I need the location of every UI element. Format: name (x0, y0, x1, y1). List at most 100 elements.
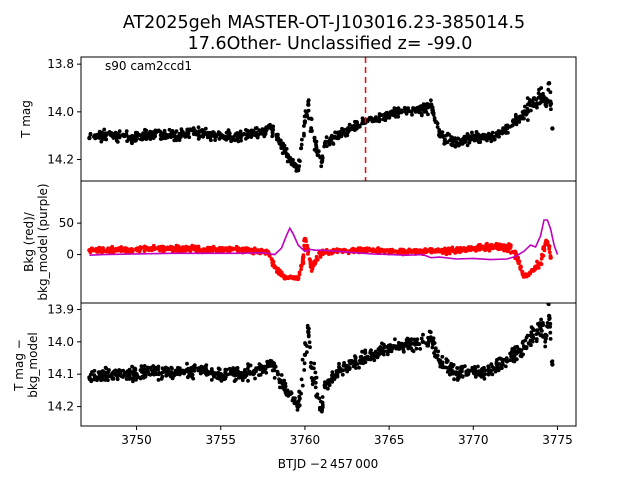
data-point (163, 367, 168, 372)
data-point (297, 390, 302, 394)
data-point (171, 375, 175, 379)
data-point (185, 246, 190, 251)
data-point (344, 366, 349, 370)
data-point (245, 366, 250, 371)
data-point (389, 349, 394, 354)
data-point (204, 248, 209, 253)
data-point (323, 251, 328, 255)
data-point (262, 368, 267, 373)
data-point (229, 139, 234, 144)
data-point (447, 365, 451, 370)
data-point (539, 256, 544, 261)
data-point (323, 139, 328, 144)
data-point (92, 373, 97, 378)
data-point (270, 368, 275, 373)
data-point (135, 247, 140, 252)
data-point (426, 105, 431, 110)
data-point (144, 128, 149, 133)
data-point (213, 135, 218, 140)
data-point (444, 248, 449, 252)
data-point (508, 358, 512, 363)
data-point (233, 368, 237, 373)
data-point (511, 356, 516, 361)
data-point (135, 131, 140, 135)
data-point (98, 373, 102, 378)
data-point (433, 346, 438, 351)
panel-middle-bkg: 0 50 Bkg (red)/bkg_model (purple) (22, 180, 577, 307)
data-point (496, 366, 501, 370)
data-point (97, 249, 101, 254)
data-point (453, 144, 458, 149)
ytick-label: 14.0 (47, 335, 74, 349)
data-point (224, 246, 229, 251)
data-point (361, 246, 366, 251)
data-point (106, 378, 110, 383)
data-point (104, 137, 109, 142)
data-point (523, 104, 527, 109)
data-point (109, 372, 114, 376)
data-point (122, 134, 126, 139)
data-point (333, 130, 337, 135)
data-point (504, 359, 510, 364)
data-point (129, 134, 134, 139)
data-point (549, 107, 553, 112)
data-point (306, 98, 311, 102)
data-point (473, 375, 478, 379)
data-point (300, 137, 304, 142)
data-point (122, 247, 126, 252)
data-point (535, 105, 539, 110)
data-point (521, 352, 525, 357)
data-point (251, 372, 256, 377)
data-point (544, 238, 548, 243)
data-point (113, 371, 118, 376)
data-point (89, 377, 94, 382)
data-point (547, 316, 552, 321)
data-point (127, 377, 132, 381)
data-point (327, 380, 331, 385)
data-point (102, 127, 107, 132)
data-point (314, 254, 319, 259)
panel-top-yticks: 13.8 14.0 14.2 (47, 57, 558, 185)
data-point (441, 248, 446, 253)
data-point (448, 372, 452, 377)
data-point (289, 390, 293, 395)
data-point (533, 267, 537, 272)
data-point (297, 270, 302, 275)
data-point (444, 252, 449, 257)
data-point (296, 276, 301, 281)
data-point (312, 138, 317, 143)
data-point (375, 248, 380, 253)
data-point (517, 261, 521, 266)
data-point (313, 385, 318, 390)
data-point (419, 113, 424, 118)
data-point (272, 376, 277, 380)
data-point (470, 367, 474, 372)
data-point (489, 362, 494, 367)
data-point (102, 370, 107, 375)
data-point (340, 126, 344, 131)
data-point (458, 372, 463, 377)
data-point (519, 348, 524, 353)
data-point (127, 374, 132, 379)
data-point (439, 130, 444, 135)
data-point (437, 127, 442, 132)
data-point (376, 246, 380, 250)
data-point (223, 376, 228, 381)
data-point (449, 135, 454, 139)
data-point (495, 246, 499, 251)
data-point (297, 403, 302, 407)
data-point (332, 377, 337, 382)
panel-middle-marks (87, 219, 559, 282)
data-point (93, 135, 98, 140)
data-point (175, 369, 180, 373)
data-point (124, 373, 129, 378)
data-point (344, 127, 349, 132)
data-point (186, 375, 190, 380)
data-point (202, 129, 206, 134)
data-point (542, 244, 546, 249)
data-point (305, 243, 310, 248)
data-point (259, 247, 264, 252)
data-point (546, 243, 551, 247)
data-point (172, 138, 177, 143)
